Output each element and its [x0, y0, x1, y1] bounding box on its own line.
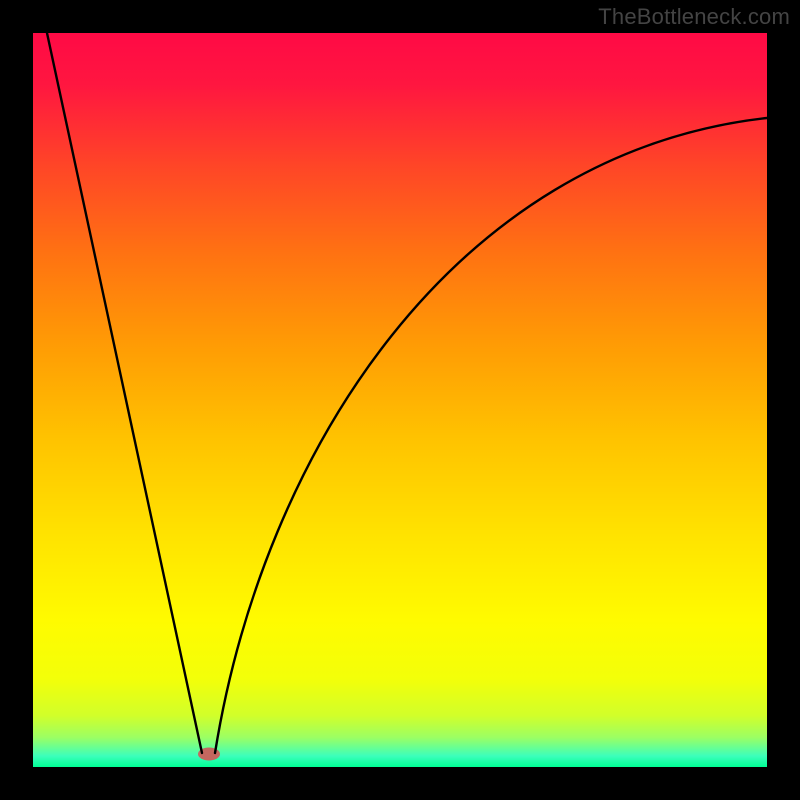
bottleneck-chart	[33, 33, 767, 767]
watermark-text: TheBottleneck.com	[598, 4, 790, 30]
canvas: TheBottleneck.com	[0, 0, 800, 800]
plot-area	[33, 33, 767, 767]
